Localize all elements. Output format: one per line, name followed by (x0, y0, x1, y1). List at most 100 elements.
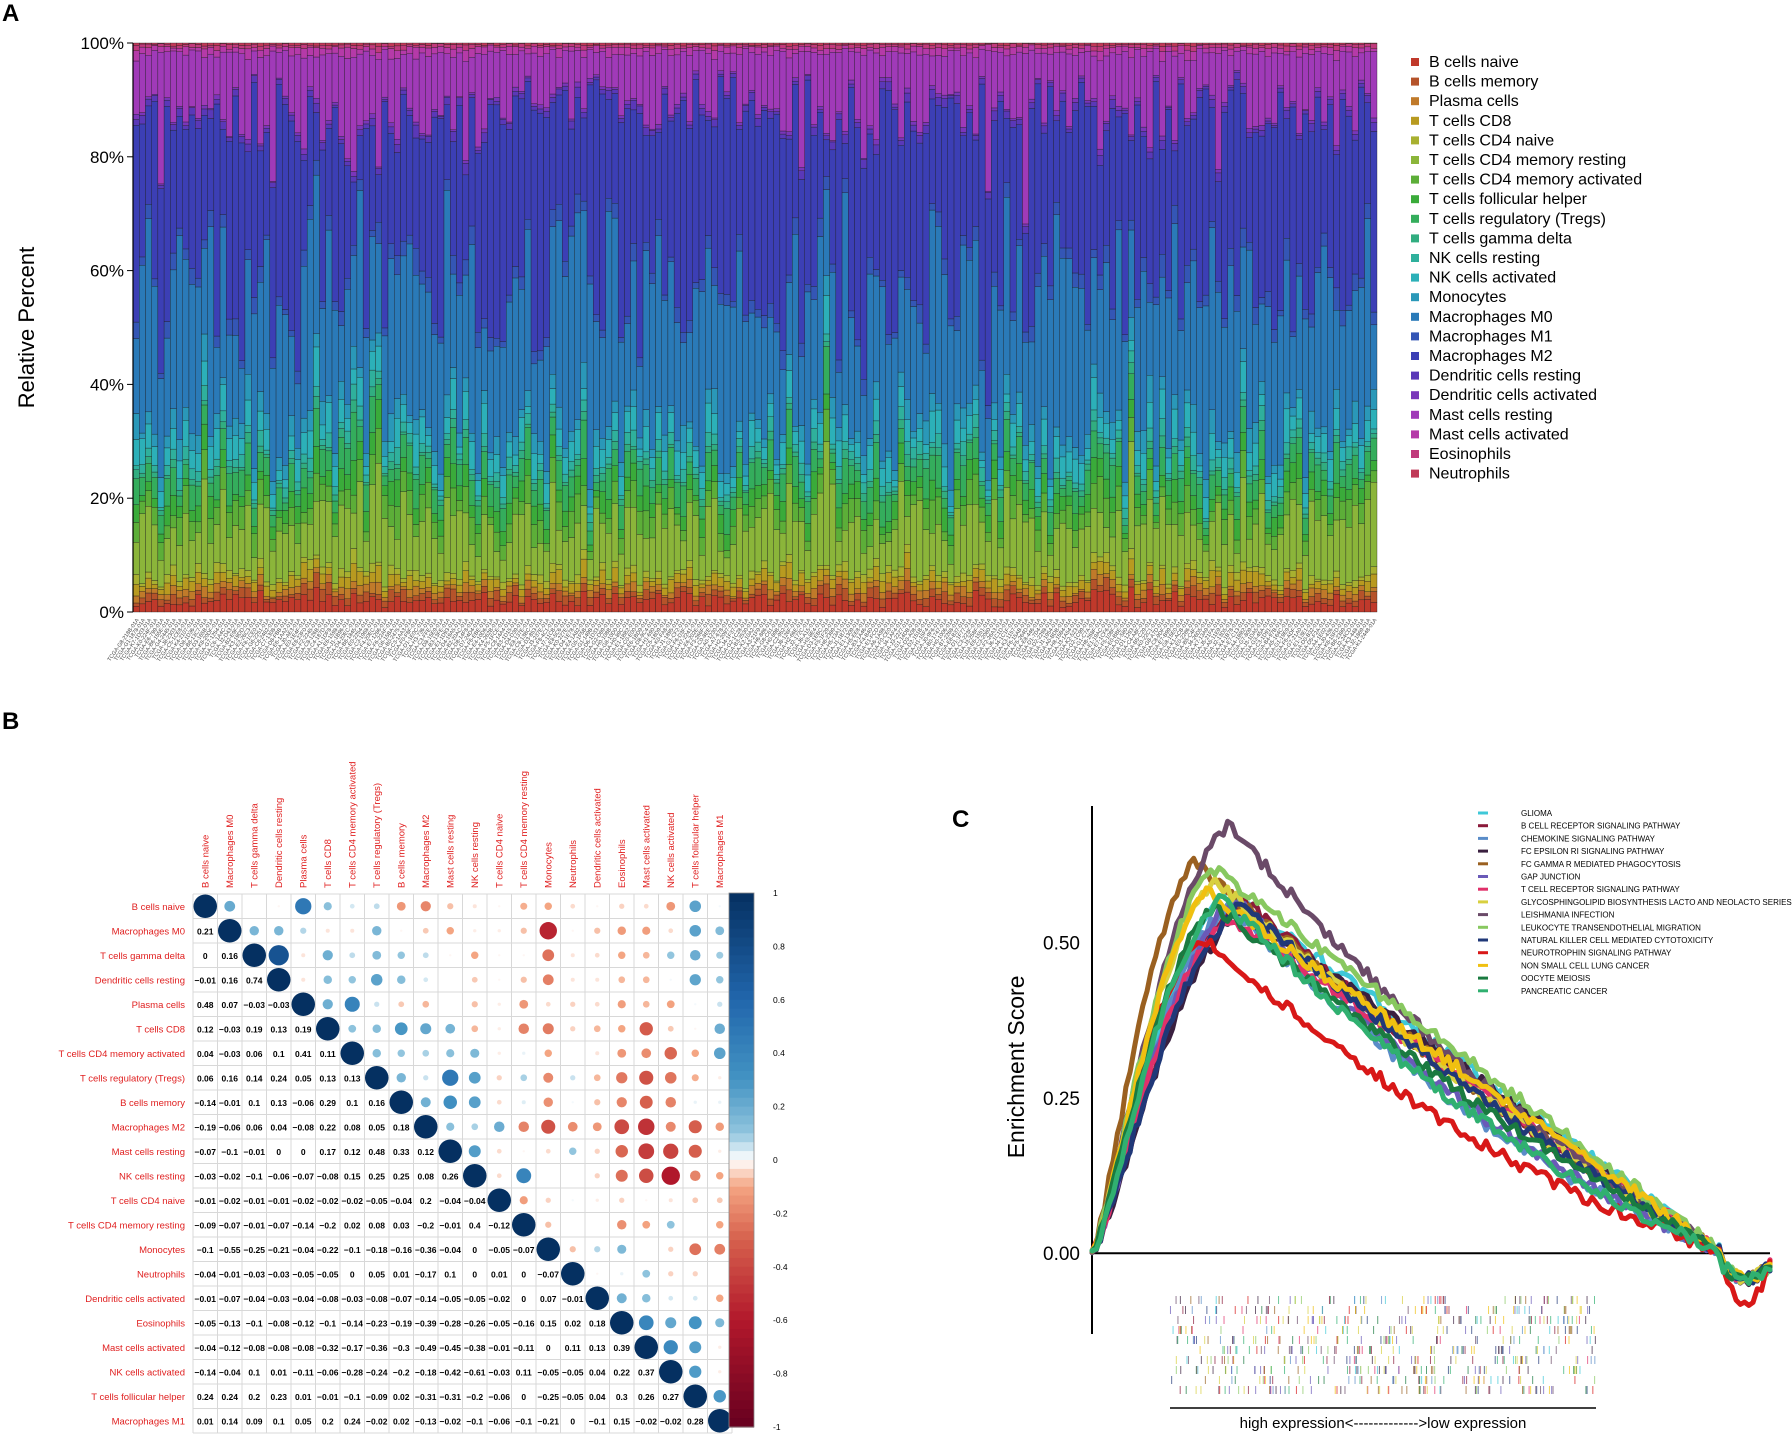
bar-segment (468, 579, 476, 586)
bar-segment (331, 596, 339, 606)
bar-segment (499, 119, 507, 125)
bar-segment (1072, 287, 1079, 448)
bar-segment (1065, 596, 1073, 604)
bar-segment (1084, 51, 1092, 101)
bar-segment (1115, 44, 1123, 47)
bar-segment (1196, 45, 1204, 49)
bar-segment (331, 301, 339, 311)
bar-segment (232, 472, 239, 495)
bar-segment (537, 470, 544, 480)
bar-segment (319, 301, 326, 309)
bar-segment (1308, 500, 1315, 576)
bar-segment (1283, 514, 1291, 569)
bar-segment (244, 374, 252, 401)
bar-segment (195, 572, 202, 585)
column-label: Macrophages M1 (715, 815, 726, 888)
bar-segment (151, 471, 159, 478)
bar-segment (966, 605, 973, 613)
bar-segment (207, 118, 215, 211)
bar-segment (754, 498, 762, 518)
bar-segment (282, 309, 289, 315)
bar-segment (1003, 600, 1011, 613)
bar-segment (331, 104, 339, 108)
bar-segment (860, 493, 868, 502)
bar-segment (1140, 514, 1148, 525)
bar-segment (736, 431, 743, 439)
bar-segment (232, 590, 239, 595)
bar-segment (300, 417, 308, 433)
bar-segment (431, 603, 438, 613)
bar-segment (188, 47, 196, 51)
bar-segment (350, 563, 358, 582)
bar-segment (1277, 502, 1284, 516)
bar-segment (325, 594, 333, 613)
bar-segment (176, 581, 183, 587)
bar-segment (400, 42, 407, 46)
bar-segment (1314, 457, 1322, 466)
bar-segment (1289, 570, 1297, 578)
bar-segment (761, 594, 768, 613)
bar-segment (928, 499, 936, 534)
bar-segment (928, 393, 936, 412)
bar-segment (1109, 570, 1116, 580)
bar-segment (904, 466, 911, 481)
bar-segment (163, 99, 171, 107)
bar-segment (456, 485, 463, 501)
bar-segment (705, 584, 712, 595)
bar-segment (928, 442, 936, 448)
bar-segment (1016, 391, 1023, 404)
bar-segment (139, 472, 146, 478)
bar-segment (1314, 436, 1322, 453)
bar-segment (456, 579, 463, 586)
bar-segment (574, 419, 582, 430)
bar-segment (991, 110, 998, 121)
bar-segment (151, 278, 159, 287)
bar-segment (1103, 123, 1110, 131)
bar-segment (748, 52, 756, 91)
bar-segment (817, 50, 824, 55)
bar-segment (381, 495, 389, 519)
bar-segment (817, 565, 824, 570)
bar-segment (1090, 257, 1098, 365)
bar-segment (406, 42, 414, 45)
bar-segment (1047, 555, 1054, 577)
bar-segment (624, 583, 631, 592)
bar-segment (1345, 591, 1353, 599)
bar-segment (1072, 488, 1079, 492)
bar-segment (562, 43, 569, 48)
bar-segment (537, 45, 544, 48)
bar-segment (406, 433, 414, 444)
bar-segment (885, 42, 893, 45)
bar-segment (1327, 535, 1334, 581)
bar-segment (1040, 44, 1048, 49)
bar-segment (226, 141, 233, 320)
bar-segment (1295, 389, 1303, 399)
bar-segment (617, 337, 625, 343)
bar-segment (1159, 276, 1166, 377)
bar-segment (624, 405, 631, 412)
bar-segment (698, 114, 706, 280)
bar-segment (748, 578, 756, 586)
bar-segment (1177, 501, 1185, 515)
bar-segment (1333, 519, 1340, 572)
bar-segment (176, 106, 183, 109)
bar-segment (251, 468, 258, 483)
bar-segment (1134, 525, 1141, 582)
bar-segment (506, 581, 513, 587)
bar-segment (904, 92, 911, 103)
bar-segment (897, 442, 905, 464)
bar-segment (468, 474, 476, 481)
bar-segment (779, 585, 787, 594)
bar-segment (773, 509, 781, 530)
bar-segment (928, 588, 936, 597)
bar-segment (761, 467, 768, 485)
bar-segment (860, 474, 868, 484)
bar-segment (481, 42, 488, 46)
bar-segment (238, 577, 246, 581)
bar-segment (338, 428, 345, 438)
bar-segment (506, 601, 513, 613)
bar-segment (506, 42, 513, 44)
bar-segment (785, 135, 793, 140)
bar-segment (1090, 42, 1098, 47)
bar-segment (1295, 135, 1303, 140)
